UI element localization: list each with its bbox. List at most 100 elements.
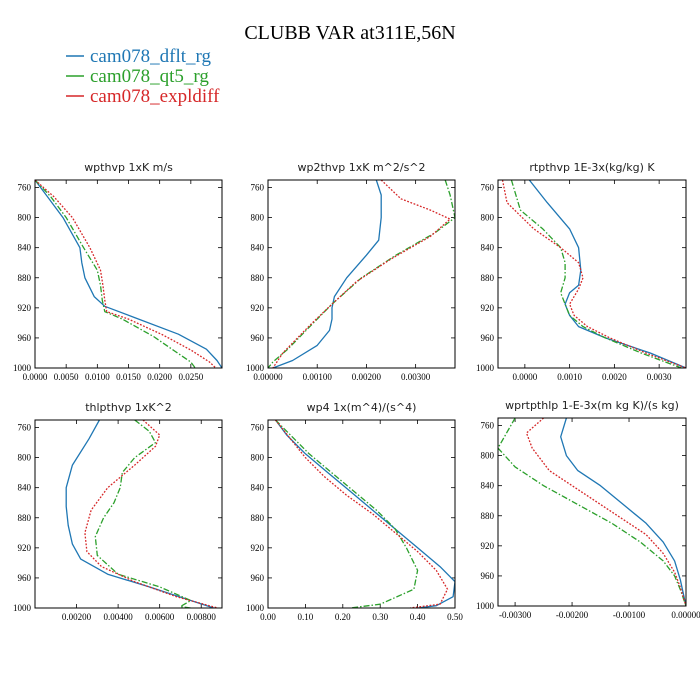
- series-line-1: [272, 180, 382, 368]
- x-tick-label: 0.30: [372, 612, 388, 622]
- profile-panel: wpthvp 1xK m/s76080084088092096010000.00…: [13, 161, 223, 382]
- series-line-3: [35, 180, 217, 368]
- series-group: [498, 418, 686, 606]
- y-tick-label: 960: [251, 573, 265, 583]
- profile-panel: wp2thvp 1xK m^2/s^2 760 800 840 880 920 960 100…: [246, 161, 456, 382]
- x-tick-label: 0.00000: [253, 372, 283, 382]
- x-tick-label: 0.00: [260, 612, 276, 622]
- series-line-1: [274, 420, 455, 608]
- x-tick-label: 0.00600: [145, 612, 175, 622]
- series-line-2: [94, 420, 192, 608]
- series-line-1: [65, 420, 214, 608]
- y-tick-label: 960: [18, 333, 32, 343]
- x-tick-label: 0.0030: [647, 372, 672, 382]
- x-tick-label: 0.0100: [85, 372, 110, 382]
- y-tick-label: 1000: [476, 601, 495, 611]
- x-tick-label: -0.00300: [499, 610, 532, 620]
- x-tick-label: 0.0000: [512, 372, 537, 382]
- x-tick-label: 0.0200: [147, 372, 172, 382]
- profile-panel: wp4 1x(m^4)/(s^4)76080084088092096010000…: [246, 401, 463, 622]
- y-tick-label: 760: [18, 423, 32, 433]
- y-tick-label: 880: [481, 273, 495, 283]
- y-tick-label: 920: [481, 541, 495, 551]
- x-tick-label: 0.0020: [602, 372, 627, 382]
- figure-title: CLUBB VAR at311E,56N: [244, 22, 455, 44]
- y-tick-label: 960: [481, 333, 495, 343]
- y-tick-label: 1000: [13, 603, 32, 613]
- panel-title: rtpthvp 1E-3x(kg/kg) K: [529, 161, 655, 174]
- series-line-2: [275, 420, 419, 608]
- series-group: [35, 180, 222, 368]
- x-tick-label: 0.0000: [23, 372, 48, 382]
- plot-frame: [497, 179, 687, 369]
- y-tick-label: 840: [251, 483, 265, 493]
- y-tick-label: 880: [18, 513, 32, 523]
- y-tick-label: 800: [18, 213, 32, 223]
- plot-frame: [267, 179, 456, 369]
- y-tick-label: 960: [251, 333, 265, 343]
- series-line-2: [35, 180, 196, 368]
- y-tick-label: 800: [481, 451, 495, 461]
- y-tick-label: 880: [18, 273, 32, 283]
- y-tick-label: 800: [251, 453, 265, 463]
- series-group: [274, 420, 455, 608]
- y-tick-label: 800: [251, 213, 265, 223]
- panel-title: wp4 1x(m^4)/(s^4): [307, 401, 417, 414]
- profile-panel: wprtpthlp 1-E-3x(m kg K)/(s kg) 760 800 840…: [476, 399, 700, 620]
- panel-title: wpthvp 1xK m/s: [84, 161, 173, 174]
- plot-frame: [34, 179, 223, 369]
- legend-label: cam078_expldiff: [90, 86, 220, 107]
- y-tick-label: 800: [481, 213, 495, 223]
- x-tick-label: -0.00100: [613, 610, 646, 620]
- y-tick-label: 760: [251, 183, 265, 193]
- x-tick-label: 0.20: [335, 612, 351, 622]
- x-tick-label: 0.00400: [103, 612, 133, 622]
- x-tick-label: 0.10: [298, 612, 314, 622]
- profile-panel: rtpthvp 1E-3x(kg/kg) K 760 800 840 880 920 960…: [476, 161, 687, 382]
- panels: wpthvp 1xK m/s76080084088092096010000.00…: [13, 161, 700, 622]
- y-tick-label: 880: [481, 511, 495, 521]
- y-tick-label: 880: [251, 273, 265, 283]
- panel-title: wp2thvp 1xK m^2/s^2: [297, 161, 425, 174]
- y-tick-label: 840: [251, 243, 265, 253]
- y-tick-label: 840: [481, 243, 495, 253]
- x-tick-label: 0.00300: [401, 372, 431, 382]
- y-tick-label: 1000: [246, 363, 265, 373]
- y-tick-label: 840: [18, 243, 32, 253]
- series-group: [65, 420, 218, 608]
- legend-label: cam078_dflt_rg: [90, 46, 212, 67]
- y-tick-label: 960: [18, 573, 32, 583]
- legend-label: cam078_qt5_rg: [90, 66, 209, 87]
- profile-panel: thlpthvp 1xK^2 760 800 840 880 920 960 1000 0.00…: [13, 401, 223, 622]
- plot-frame: [267, 419, 456, 609]
- y-tick-label: 920: [18, 303, 32, 313]
- series-line-1: [560, 418, 686, 606]
- y-tick-label: 920: [481, 303, 495, 313]
- y-tick-label: 1000: [476, 363, 495, 373]
- x-tick-label: 0.0150: [116, 372, 141, 382]
- series-line-3: [525, 418, 686, 606]
- x-tick-label: 0.50: [447, 612, 463, 622]
- x-tick-label: 0.00200: [62, 612, 92, 622]
- series-line-1: [528, 180, 686, 368]
- legend-entry: cam078_expldiff: [66, 86, 220, 107]
- y-tick-label: 760: [481, 183, 495, 193]
- x-tick-label: -0.00200: [556, 610, 589, 620]
- legend: cam078_dflt_rg cam078_qt5_rg cam078_expl…: [66, 46, 220, 107]
- panel-title: thlpthvp 1xK^2: [85, 401, 172, 414]
- y-tick-label: 1000: [246, 603, 265, 613]
- series-line-3: [272, 180, 451, 368]
- series-line-2: [498, 418, 686, 606]
- x-tick-label: 0.00200: [352, 372, 382, 382]
- series-line-3: [274, 420, 449, 608]
- series-line-3: [84, 420, 218, 608]
- y-tick-label: 920: [251, 543, 265, 553]
- y-tick-label: 760: [18, 183, 32, 193]
- legend-entry: cam078_qt5_rg: [66, 66, 209, 87]
- plot-frame: [497, 417, 687, 607]
- y-tick-label: 840: [481, 481, 495, 491]
- plot-frame: [34, 419, 223, 609]
- y-tick-label: 960: [481, 571, 495, 581]
- y-tick-label: 840: [18, 483, 32, 493]
